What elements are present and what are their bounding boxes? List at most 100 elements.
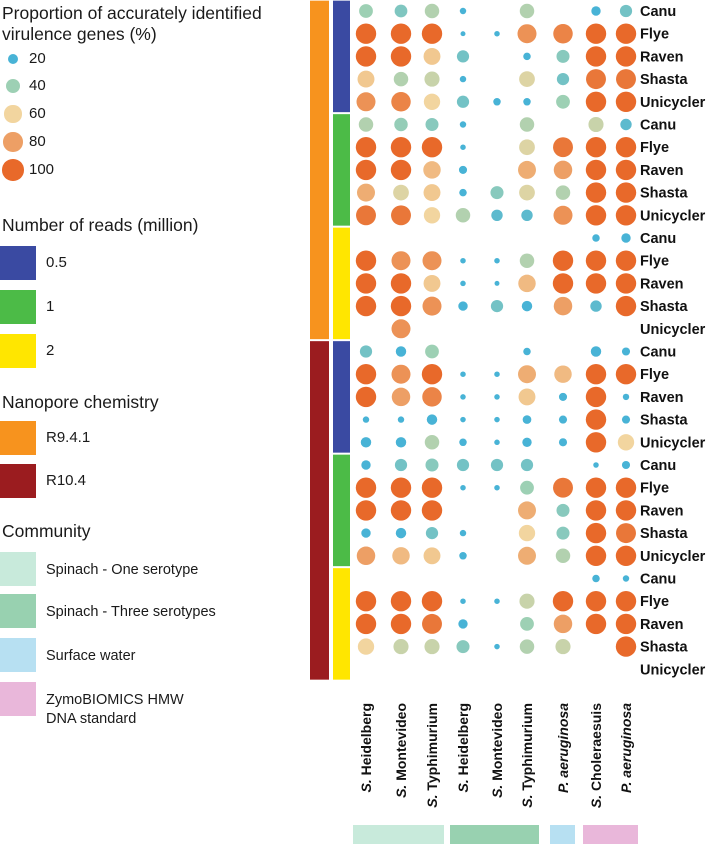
column-label-prefix: S. xyxy=(489,785,505,798)
dot-b4-r1-c3 xyxy=(460,484,466,491)
dot-b4-r2-c0 xyxy=(355,500,377,521)
community-bar-0 xyxy=(353,825,444,844)
column-label-prefix: S. xyxy=(455,779,471,792)
reads-legend-label: 0.5 xyxy=(46,254,67,271)
dot-b1-r2-c1 xyxy=(390,159,412,181)
dot-b2-r1-c8 xyxy=(615,250,637,271)
legend: Proportion of accurately identified viru… xyxy=(0,0,300,730)
dot-b1-r2-c3 xyxy=(458,165,468,174)
dot-b4-r1-c0 xyxy=(355,477,377,498)
community-bar-1 xyxy=(450,825,539,844)
assembler-label: Unicycler xyxy=(640,322,706,338)
dot-b3-r1-c2 xyxy=(421,364,443,385)
dot-b3-r4-c4 xyxy=(494,439,500,446)
dot-b4-r1-c7 xyxy=(585,477,607,498)
column-label-8: P. aeruginosa xyxy=(618,703,634,793)
dot-b4-r2-c8 xyxy=(615,500,637,521)
column-label-4: S. Montevideo xyxy=(489,703,505,798)
dot-b4-r3-c2 xyxy=(425,526,439,540)
dot-b4-r4-c8 xyxy=(615,545,637,566)
dot-b2-r3-c4 xyxy=(490,299,504,313)
dot-b0-r2-c2 xyxy=(423,47,441,65)
dot-b3-r1-c7 xyxy=(585,364,607,385)
dot-b2-r2-c7 xyxy=(585,273,607,294)
dot-b4-r3-c8 xyxy=(616,523,636,544)
dot-b4-r0-c2 xyxy=(425,458,439,472)
dot-b5-r1-c4 xyxy=(494,598,500,604)
community-legend-swatch xyxy=(0,682,36,716)
dot-b4-r2-c2 xyxy=(421,500,443,521)
dot-b1-r0-c7 xyxy=(588,116,604,133)
column-label-prefix: S. xyxy=(424,795,440,808)
assembler-label: Shasta xyxy=(640,413,688,429)
dot-b2-r2-c2 xyxy=(423,274,441,292)
dot-b5-r2-c1 xyxy=(390,613,412,635)
column-label-name: Montevideo xyxy=(489,703,505,785)
dot-b2-r3-c1 xyxy=(390,295,412,317)
dot-b4-r4-c3 xyxy=(459,552,467,560)
reads-legend-swatch xyxy=(0,334,36,368)
chemistry-legend-label: R10.4 xyxy=(46,472,87,489)
dot-b3-r2-c3 xyxy=(460,394,466,400)
dot-b1-r0-c3 xyxy=(459,121,467,128)
size-legend-label: 80 xyxy=(29,133,46,150)
column-label-name: aeruginosa xyxy=(618,703,634,782)
dot-b4-r0-c1 xyxy=(394,458,408,472)
community-legend-swatch xyxy=(0,552,36,586)
community-bar-3 xyxy=(583,825,638,844)
dot-b1-r1-c0 xyxy=(355,137,377,158)
dot-b5-r2-c3 xyxy=(458,619,468,629)
dot-b0-r4-c1 xyxy=(391,92,411,112)
dot-b0-r4-c5 xyxy=(523,98,531,106)
column-label-2: S. Typhimurium xyxy=(424,703,440,808)
size-legend-item: 20 xyxy=(0,49,120,69)
dot-b2-r4-c1 xyxy=(391,319,411,339)
dot-b1-r3-c2 xyxy=(423,184,441,202)
dot-b3-r2-c6 xyxy=(558,392,568,401)
dot-b0-r3-c2 xyxy=(424,71,440,87)
dot-b0-r2-c7 xyxy=(585,46,607,67)
column-label-1: S. Montevideo xyxy=(393,703,409,798)
dot-b2-r1-c0 xyxy=(355,250,377,271)
assembler-label: Flye xyxy=(640,140,669,156)
dot-b0-r4-c6 xyxy=(556,94,570,109)
dot-b0-r1-c6 xyxy=(553,23,573,44)
dot-b0-r1-c5 xyxy=(517,24,537,44)
dot-b0-r1-c7 xyxy=(585,23,607,44)
dot-b2-r0-c8 xyxy=(621,233,631,243)
dot-b0-r0-c3 xyxy=(459,7,467,15)
dot-b4-r3-c6 xyxy=(556,526,570,540)
reads-strip-0 xyxy=(333,0,350,113)
assembler-label: Unicycler xyxy=(640,95,706,111)
dot-b4-r2-c7 xyxy=(585,500,607,521)
assembler-label: Flye xyxy=(640,594,669,610)
dot-b4-r2-c5 xyxy=(518,501,536,520)
size-legend-label: 60 xyxy=(29,105,46,122)
dot-b4-r3-c3 xyxy=(459,529,467,537)
dot-b3-r0-c5 xyxy=(523,347,531,356)
dot-b0-r3-c6 xyxy=(556,72,570,86)
dot-b3-r0-c1 xyxy=(395,346,407,357)
reads-legend-swatch xyxy=(0,290,36,324)
dot-b0-r1-c2 xyxy=(421,23,443,44)
dot-b0-r2-c3 xyxy=(456,50,470,63)
dot-b3-r2-c1 xyxy=(391,387,411,407)
column-label-prefix: S. xyxy=(393,785,409,798)
dot-b1-r1-c3 xyxy=(460,144,466,150)
dot-b2-r2-c8 xyxy=(615,273,637,294)
dot-b5-r1-c5 xyxy=(519,593,535,609)
dot-b3-r0-c2 xyxy=(425,344,439,359)
dot-b1-r1-c7 xyxy=(585,137,607,158)
assembler-label: Canu xyxy=(640,4,676,20)
assembler-label: Raven xyxy=(640,503,684,519)
dot-b0-r0-c1 xyxy=(394,4,408,18)
assembler-label: Canu xyxy=(640,345,676,361)
dot-b2-r1-c5 xyxy=(519,253,535,268)
dot-b1-r2-c6 xyxy=(553,160,573,180)
dot-b4-r4-c7 xyxy=(585,545,607,566)
size-legend-label: 40 xyxy=(29,77,46,94)
dot-b5-r2-c5 xyxy=(520,617,534,631)
dot-b5-r2-c0 xyxy=(355,613,377,635)
assembler-label: Shasta xyxy=(640,186,688,202)
dot-b3-r3-c5 xyxy=(522,415,532,424)
